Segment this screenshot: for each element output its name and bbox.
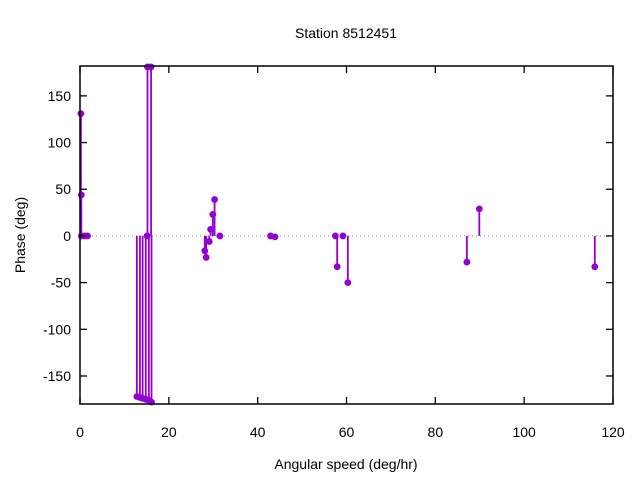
x-tick-label: 80 [428,424,444,440]
data-point [591,263,599,271]
data-point [475,205,483,213]
data-point [147,63,155,71]
data-point [209,211,217,218]
chart-title: Station 8512451 [295,25,397,41]
data-point [201,247,209,255]
data-point [216,232,224,240]
data-point [207,225,214,233]
plot-area: 0 20 40 60 80 100 120 -150 -100 -50 0 50 100 150 [43,63,625,440]
y-tick-label: -50 [51,275,71,291]
x-tick-label: 100 [512,424,536,440]
y-tick-label: -150 [43,368,71,384]
x-tick-label: 120 [601,424,625,440]
x-tick-label: 40 [250,424,266,440]
data-point [211,196,218,203]
data-point [77,191,85,199]
data-point [84,232,91,240]
data-point [271,233,279,241]
y-tick-label: 50 [55,181,71,197]
data-point [143,232,151,240]
y-tick-label: 0 [63,228,71,244]
y-axis-label: Phase (deg) [12,197,28,273]
data-point [331,232,339,240]
data-point [205,238,213,245]
data-point [333,263,341,271]
data-point [202,254,210,261]
y-tick-label: -100 [43,321,71,337]
x-tick-label: 20 [161,424,177,440]
data-point [463,258,471,266]
plot-border [79,65,614,405]
data-point [344,279,352,287]
data-point [77,110,85,118]
x-tick-label: 0 [76,424,84,440]
x-axis-label: Angular speed (deg/hr) [274,456,417,472]
data-point [339,232,347,240]
y-tick-label: 100 [48,135,72,151]
y-tick-label: 150 [48,88,72,104]
x-tick-label: 60 [339,424,355,440]
